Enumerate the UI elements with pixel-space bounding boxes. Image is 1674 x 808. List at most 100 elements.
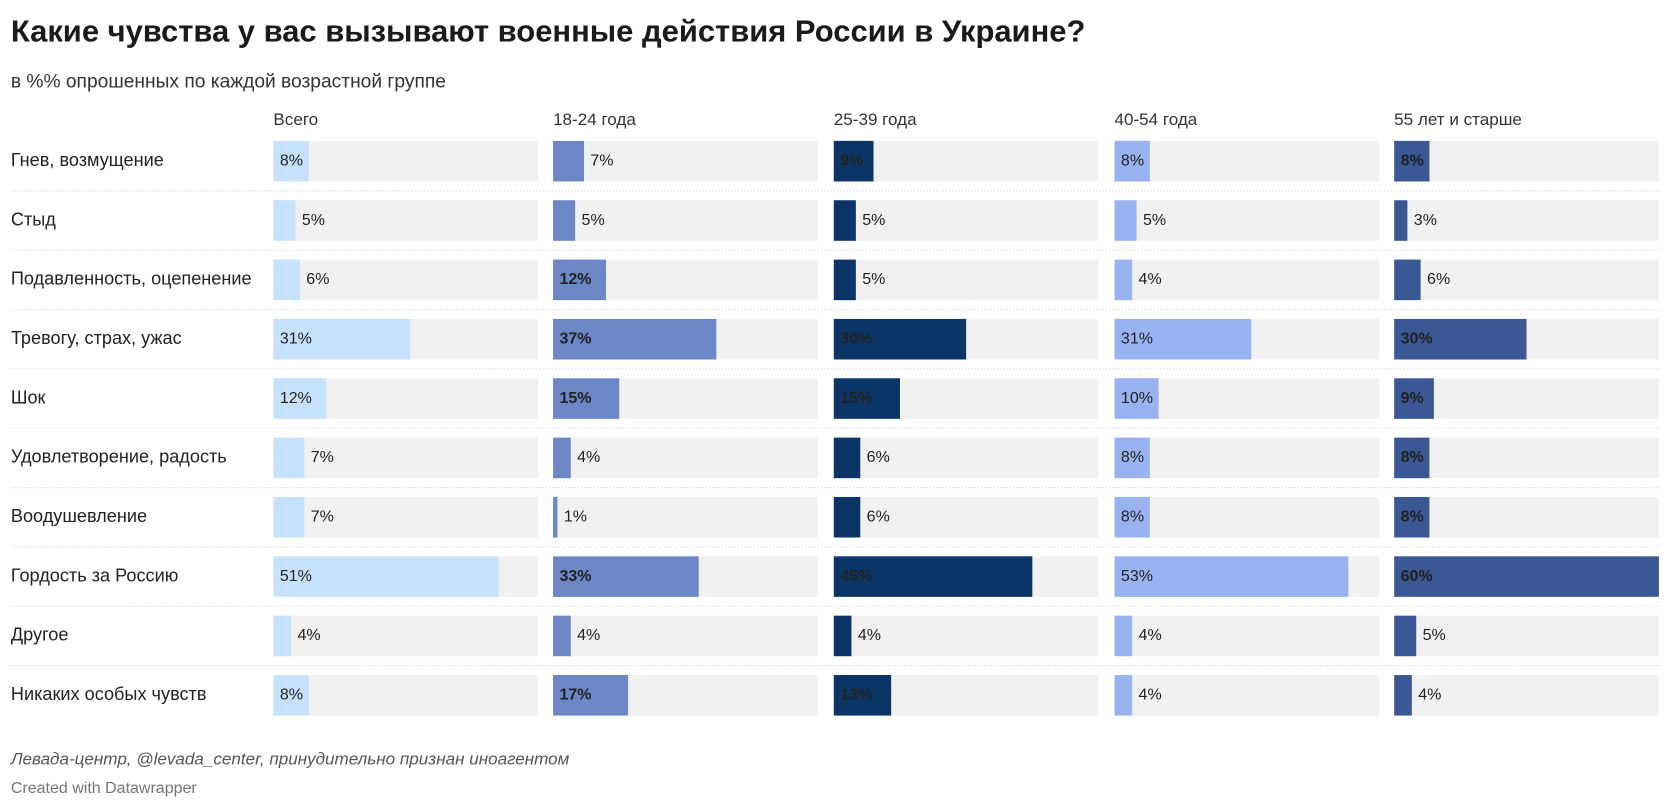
panel-header: 25-39 года bbox=[834, 110, 917, 129]
value-label: 8% bbox=[1121, 508, 1144, 525]
value-label: 37% bbox=[559, 330, 591, 347]
value-label: 31% bbox=[280, 330, 312, 347]
value-label: 4% bbox=[1139, 687, 1162, 704]
row-label: Подавленность, оцепенение bbox=[11, 269, 252, 289]
value-label: 5% bbox=[862, 212, 885, 229]
bar-track bbox=[553, 615, 818, 657]
panel-header: 18-24 года bbox=[553, 110, 636, 129]
bar bbox=[1114, 318, 1252, 360]
bar bbox=[1394, 556, 1659, 597]
value-label: 5% bbox=[582, 212, 605, 229]
bar bbox=[553, 615, 571, 657]
bar-track bbox=[1394, 496, 1659, 538]
bar bbox=[833, 140, 874, 182]
value-label: 4% bbox=[1418, 687, 1441, 704]
row-label: Никаких особых чувств bbox=[11, 684, 207, 704]
value-label: 3% bbox=[1414, 212, 1437, 229]
bar-track bbox=[553, 437, 818, 479]
bar-track bbox=[1114, 437, 1380, 479]
bar-track bbox=[1394, 200, 1659, 241]
value-label: 5% bbox=[302, 212, 325, 229]
bar bbox=[1394, 675, 1412, 716]
bar bbox=[553, 318, 717, 360]
bar bbox=[553, 259, 607, 301]
bar bbox=[1394, 200, 1408, 241]
bar bbox=[1394, 496, 1430, 538]
value-label: 15% bbox=[559, 390, 591, 407]
bar bbox=[833, 200, 856, 241]
bar-track bbox=[273, 496, 539, 538]
bar bbox=[1394, 378, 1434, 419]
bar bbox=[273, 259, 300, 301]
value-label: 33% bbox=[559, 568, 591, 585]
value-label: 6% bbox=[867, 449, 890, 466]
bar-track bbox=[273, 200, 539, 241]
bar-track bbox=[1394, 615, 1659, 657]
bar bbox=[273, 675, 309, 716]
value-label: 6% bbox=[1427, 271, 1450, 288]
bar-track bbox=[1394, 140, 1659, 182]
bar bbox=[553, 378, 620, 419]
bar bbox=[553, 496, 558, 538]
bar bbox=[1394, 140, 1430, 182]
row-label: Воодушевление bbox=[11, 506, 147, 526]
bar bbox=[1114, 556, 1349, 597]
value-label: 12% bbox=[280, 390, 312, 407]
bar bbox=[273, 318, 411, 360]
bar-track bbox=[273, 259, 539, 301]
bar bbox=[1114, 615, 1133, 657]
row-label: Шок bbox=[11, 387, 47, 407]
bar bbox=[553, 200, 576, 241]
value-label: 17% bbox=[559, 687, 591, 704]
bar-track bbox=[273, 437, 539, 479]
bar-track bbox=[1114, 496, 1380, 538]
bar-track bbox=[1394, 437, 1659, 479]
bar-track bbox=[273, 675, 539, 716]
bar bbox=[1394, 259, 1421, 301]
bar bbox=[1394, 615, 1417, 657]
value-label: 5% bbox=[862, 271, 885, 288]
bar-track bbox=[273, 140, 539, 182]
value-label: 8% bbox=[1121, 152, 1144, 169]
bar-track bbox=[1114, 259, 1380, 301]
bar bbox=[1114, 140, 1150, 182]
value-label: 51% bbox=[280, 568, 312, 585]
panel-header: Всего bbox=[273, 110, 318, 129]
value-label: 7% bbox=[311, 508, 334, 525]
bar bbox=[833, 615, 852, 657]
value-label: 30% bbox=[1401, 330, 1433, 347]
bar bbox=[833, 675, 892, 716]
value-label: 4% bbox=[1139, 627, 1162, 644]
bar bbox=[833, 259, 856, 301]
bar-track bbox=[1394, 675, 1659, 716]
value-label: 5% bbox=[1143, 212, 1166, 229]
value-label: 4% bbox=[577, 627, 600, 644]
bar bbox=[553, 140, 584, 182]
value-label: 5% bbox=[1423, 627, 1446, 644]
chart-title: Какие чувства у вас вызывают военные дей… bbox=[11, 13, 1086, 48]
bar bbox=[1114, 200, 1137, 241]
bar bbox=[1114, 259, 1133, 301]
bar bbox=[273, 556, 499, 597]
value-label: 12% bbox=[559, 271, 591, 288]
value-label: 31% bbox=[1121, 330, 1153, 347]
row-label: Гнев, возмущение bbox=[11, 150, 164, 170]
bar-track bbox=[1394, 259, 1659, 301]
bar-track bbox=[833, 200, 1099, 241]
bar bbox=[1394, 437, 1430, 479]
bar bbox=[273, 140, 309, 182]
row-label: Гордость за Россию bbox=[11, 565, 178, 585]
value-label: 9% bbox=[1401, 390, 1424, 407]
bar bbox=[833, 318, 967, 360]
value-label: 53% bbox=[1121, 568, 1153, 585]
value-label: 7% bbox=[311, 449, 334, 466]
bar-track bbox=[1114, 140, 1380, 182]
bar-track bbox=[553, 140, 818, 182]
bar-track bbox=[273, 615, 539, 657]
source-note: Левада-центр, @levada_center, принудител… bbox=[10, 749, 570, 768]
bar bbox=[273, 437, 305, 479]
bar-track bbox=[833, 615, 1099, 657]
bar bbox=[1114, 437, 1150, 479]
value-label: 13% bbox=[840, 687, 872, 704]
